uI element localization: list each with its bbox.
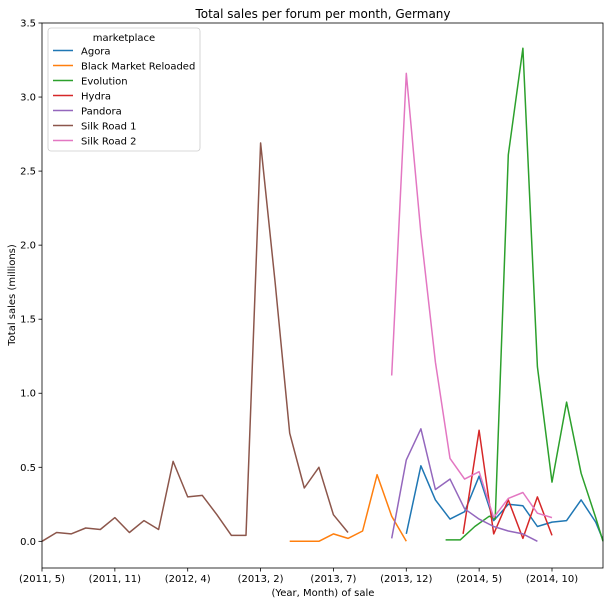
y-tick-label: 0.0 <box>20 537 36 548</box>
x-tick-label: (2013, 2) <box>238 574 284 585</box>
x-axis-label: (Year, Month) of sale <box>272 588 375 599</box>
series-line-black-market-reloaded <box>289 473 407 543</box>
x-tick-label: (2011, 5) <box>19 574 65 585</box>
legend: marketplace Agora Black Market Reloaded Ev… <box>47 27 201 152</box>
legend-entry-label: Evolution <box>81 77 128 88</box>
y-tick-label: 1.0 <box>20 389 36 400</box>
series-line-hydra <box>462 429 553 540</box>
y-tick-label: 3.5 <box>20 19 36 30</box>
series-line-agora <box>405 465 604 541</box>
y-axis-label: Total sales (millions) <box>7 244 18 347</box>
y-tick-label: 3.0 <box>20 93 36 104</box>
y-axis: 0.0 0.5 1.0 1.5 2.0 2.5 3.0 3.5 <box>20 19 42 548</box>
y-tick-label: 2.5 <box>20 167 36 178</box>
series-layer <box>41 47 604 543</box>
legend-entry-label: Pandora <box>81 107 122 118</box>
plot-frame <box>41 22 604 569</box>
series-line-silk-road-2 <box>390 72 553 519</box>
series-line-silk-road-1 <box>41 142 349 542</box>
legend-entry-label: Agora <box>81 47 111 58</box>
y-tick-label: 2.0 <box>20 241 36 252</box>
legend-entry-label: Silk Road 1 <box>81 122 137 133</box>
legend-box <box>47 27 201 152</box>
series-line-evolution <box>445 47 604 542</box>
x-tick-label: (2012, 4) <box>165 574 211 585</box>
legend-title: marketplace <box>93 33 155 44</box>
x-tick-label: (2013, 12) <box>380 574 432 585</box>
series-line-pandora <box>390 428 538 542</box>
x-tick-label: (2014, 5) <box>456 574 502 585</box>
y-tick-label: 1.5 <box>20 315 36 326</box>
y-tick-label: 0.5 <box>20 463 36 474</box>
legend-entry-label: Silk Road 2 <box>81 137 137 148</box>
legend-entry-label: Black Market Reloaded <box>81 62 195 73</box>
legend-entry-label: Hydra <box>81 92 111 103</box>
x-tick-label: (2011, 11) <box>89 574 141 585</box>
x-axis: (2011, 5) (2011, 11) (2012, 4) (2013, 2) (20… <box>19 568 578 585</box>
chart-title: Total sales per forum per month, Germany <box>194 7 450 21</box>
x-tick-label: (2014, 10) <box>526 574 578 585</box>
x-tick-label: (2013, 7) <box>310 574 356 585</box>
